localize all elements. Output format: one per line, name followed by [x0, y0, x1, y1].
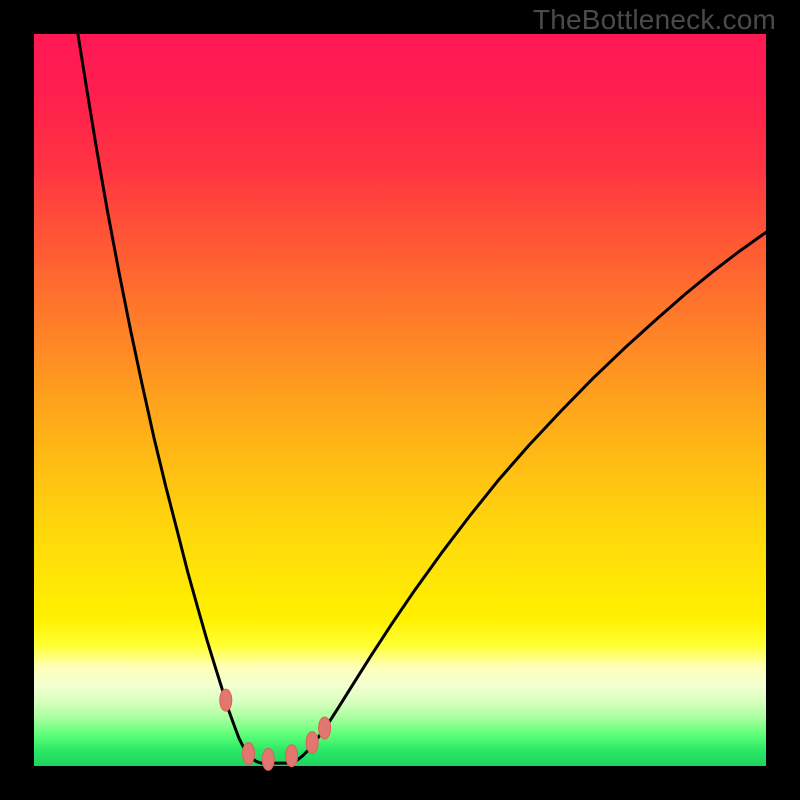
chart-stage: TheBottleneck.com	[0, 0, 800, 800]
valley-marker-1	[242, 743, 254, 765]
valley-marker-2	[262, 748, 274, 770]
valley-marker-3	[286, 745, 298, 767]
valley-marker-5	[319, 717, 331, 739]
bottleneck-curve	[78, 34, 766, 763]
valley-marker-4	[306, 732, 318, 754]
chart-svg-layer	[0, 0, 800, 800]
valley-marker-0	[220, 689, 232, 711]
